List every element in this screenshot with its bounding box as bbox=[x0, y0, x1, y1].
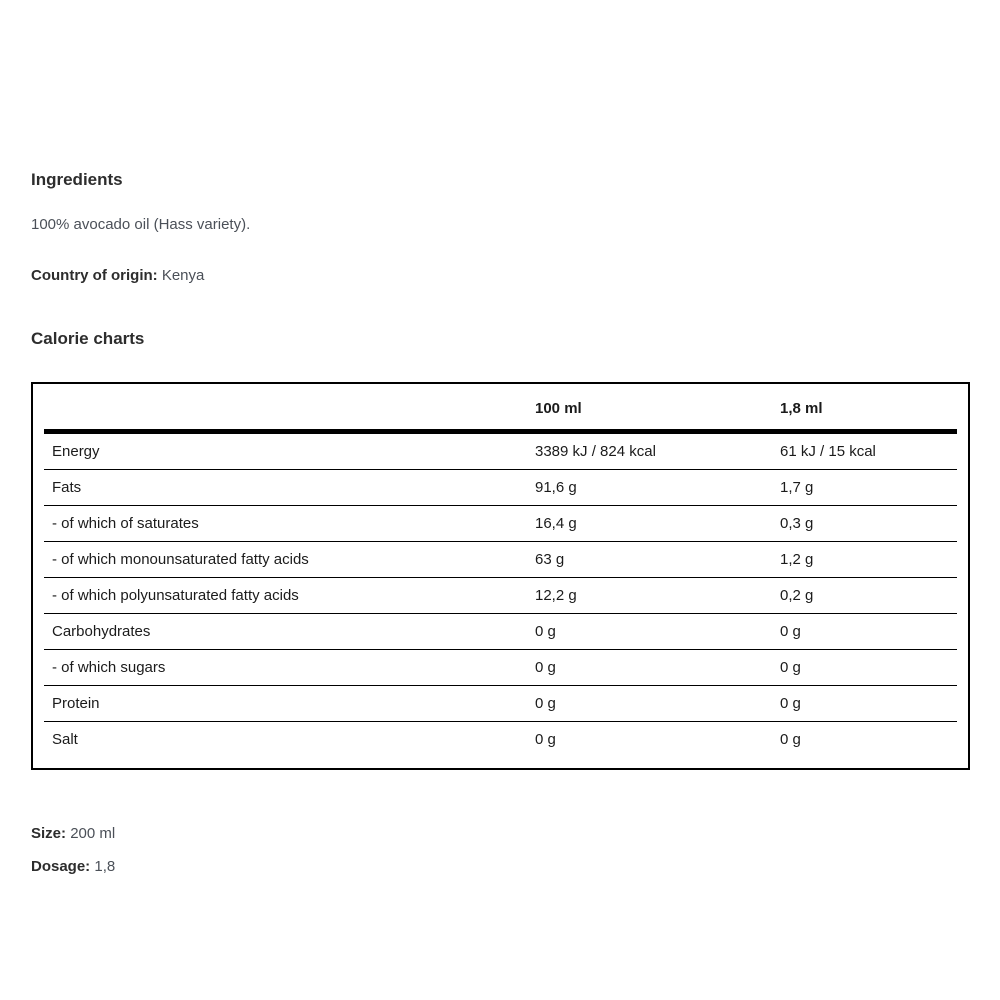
row-label: - of which of saturates bbox=[44, 505, 535, 542]
table-row-energy: Energy 3389 kJ / 824 kcal 61 kJ / 15 kca… bbox=[44, 431, 957, 470]
row-label: Protein bbox=[44, 685, 535, 722]
value-100ml: 12,2 g bbox=[535, 577, 780, 614]
table-row-sugars: - of which sugars 0 g 0 g bbox=[44, 649, 957, 686]
dosage-line: Dosage: 1,8 bbox=[31, 844, 970, 877]
product-details: Size: 200 ml Dosage: 1,8 bbox=[31, 770, 970, 877]
value-1-8ml: 0 g bbox=[780, 730, 801, 748]
value-1-8ml: 0,3 g bbox=[780, 505, 957, 542]
row-label: Energy bbox=[44, 431, 535, 470]
table-row-monounsaturated: - of which monounsaturated fatty acids 6… bbox=[44, 541, 957, 578]
table-row-saturates: - of which of saturates 16,4 g 0,3 g bbox=[44, 505, 957, 542]
row-label: Salt bbox=[52, 730, 78, 748]
header-1-8ml: 1,8 ml bbox=[780, 383, 957, 434]
value-1-8ml: 61 kJ / 15 kcal bbox=[780, 431, 957, 470]
table-row-carbohydrates: Carbohydrates 0 g 0 g bbox=[44, 613, 957, 650]
country-of-origin-line: Country of origin: Kenya bbox=[31, 235, 970, 286]
value-100ml: 91,6 g bbox=[535, 469, 780, 506]
header-empty-cell bbox=[44, 383, 535, 434]
value-100ml: 0 g bbox=[535, 730, 556, 748]
value-100ml: 63 g bbox=[535, 541, 780, 578]
size-line: Size: 200 ml bbox=[31, 823, 970, 844]
dosage-label: Dosage: bbox=[31, 857, 91, 875]
dosage-value: 1,8 bbox=[94, 857, 116, 875]
table-header-row: 100 ml 1,8 ml bbox=[44, 383, 957, 434]
row-label: Fats bbox=[44, 469, 535, 506]
table-row-polyunsaturated: - of which polyunsaturated fatty acids 1… bbox=[44, 577, 957, 614]
row-label: - of which monounsaturated fatty acids bbox=[44, 541, 535, 578]
value-100ml: 3389 kJ / 824 kcal bbox=[535, 431, 780, 470]
value-100ml: 0 g bbox=[535, 649, 780, 686]
ingredients-text: 100% avocado oil (Hass variety). bbox=[31, 216, 251, 234]
row-label: - of which sugars bbox=[44, 649, 535, 686]
size-label: Size: bbox=[31, 824, 67, 842]
row-label: - of which polyunsaturated fatty acids bbox=[44, 577, 535, 614]
size-value: 200 ml bbox=[70, 824, 116, 842]
table-row-protein: Protein 0 g 0 g bbox=[44, 685, 957, 722]
value-100ml: 0 g bbox=[535, 685, 780, 722]
value-1-8ml: 0 g bbox=[780, 649, 957, 686]
country-of-origin-label: Country of origin: bbox=[31, 267, 158, 285]
table-row-fats: Fats 91,6 g 1,7 g bbox=[44, 469, 957, 506]
row-label: Carbohydrates bbox=[44, 613, 535, 650]
header-100ml: 100 ml bbox=[535, 383, 780, 434]
country-of-origin-value: Kenya bbox=[161, 267, 205, 285]
nutrition-table-grid: 100 ml 1,8 ml Energy 3389 kJ / 824 kcal … bbox=[44, 383, 957, 768]
nutrition-table: 100 ml 1,8 ml Energy 3389 kJ / 824 kcal … bbox=[31, 381, 970, 770]
value-1-8ml: 0,2 g bbox=[780, 577, 957, 614]
value-1-8ml: 0 g bbox=[780, 685, 957, 722]
value-1-8ml: 0 g bbox=[780, 613, 957, 650]
value-100ml: 16,4 g bbox=[535, 505, 780, 542]
value-1-8ml: 1,7 g bbox=[780, 469, 957, 506]
ingredients-heading: Ingredients bbox=[31, 170, 123, 189]
calorie-charts-heading: Calorie charts bbox=[31, 329, 145, 349]
value-100ml: 0 g bbox=[535, 613, 780, 650]
value-1-8ml: 1,2 g bbox=[780, 541, 957, 578]
table-row-salt: Salt 0 g 0 g bbox=[44, 721, 957, 768]
product-info-content: Ingredients 100% avocado oil (Hass varie… bbox=[31, 170, 970, 877]
